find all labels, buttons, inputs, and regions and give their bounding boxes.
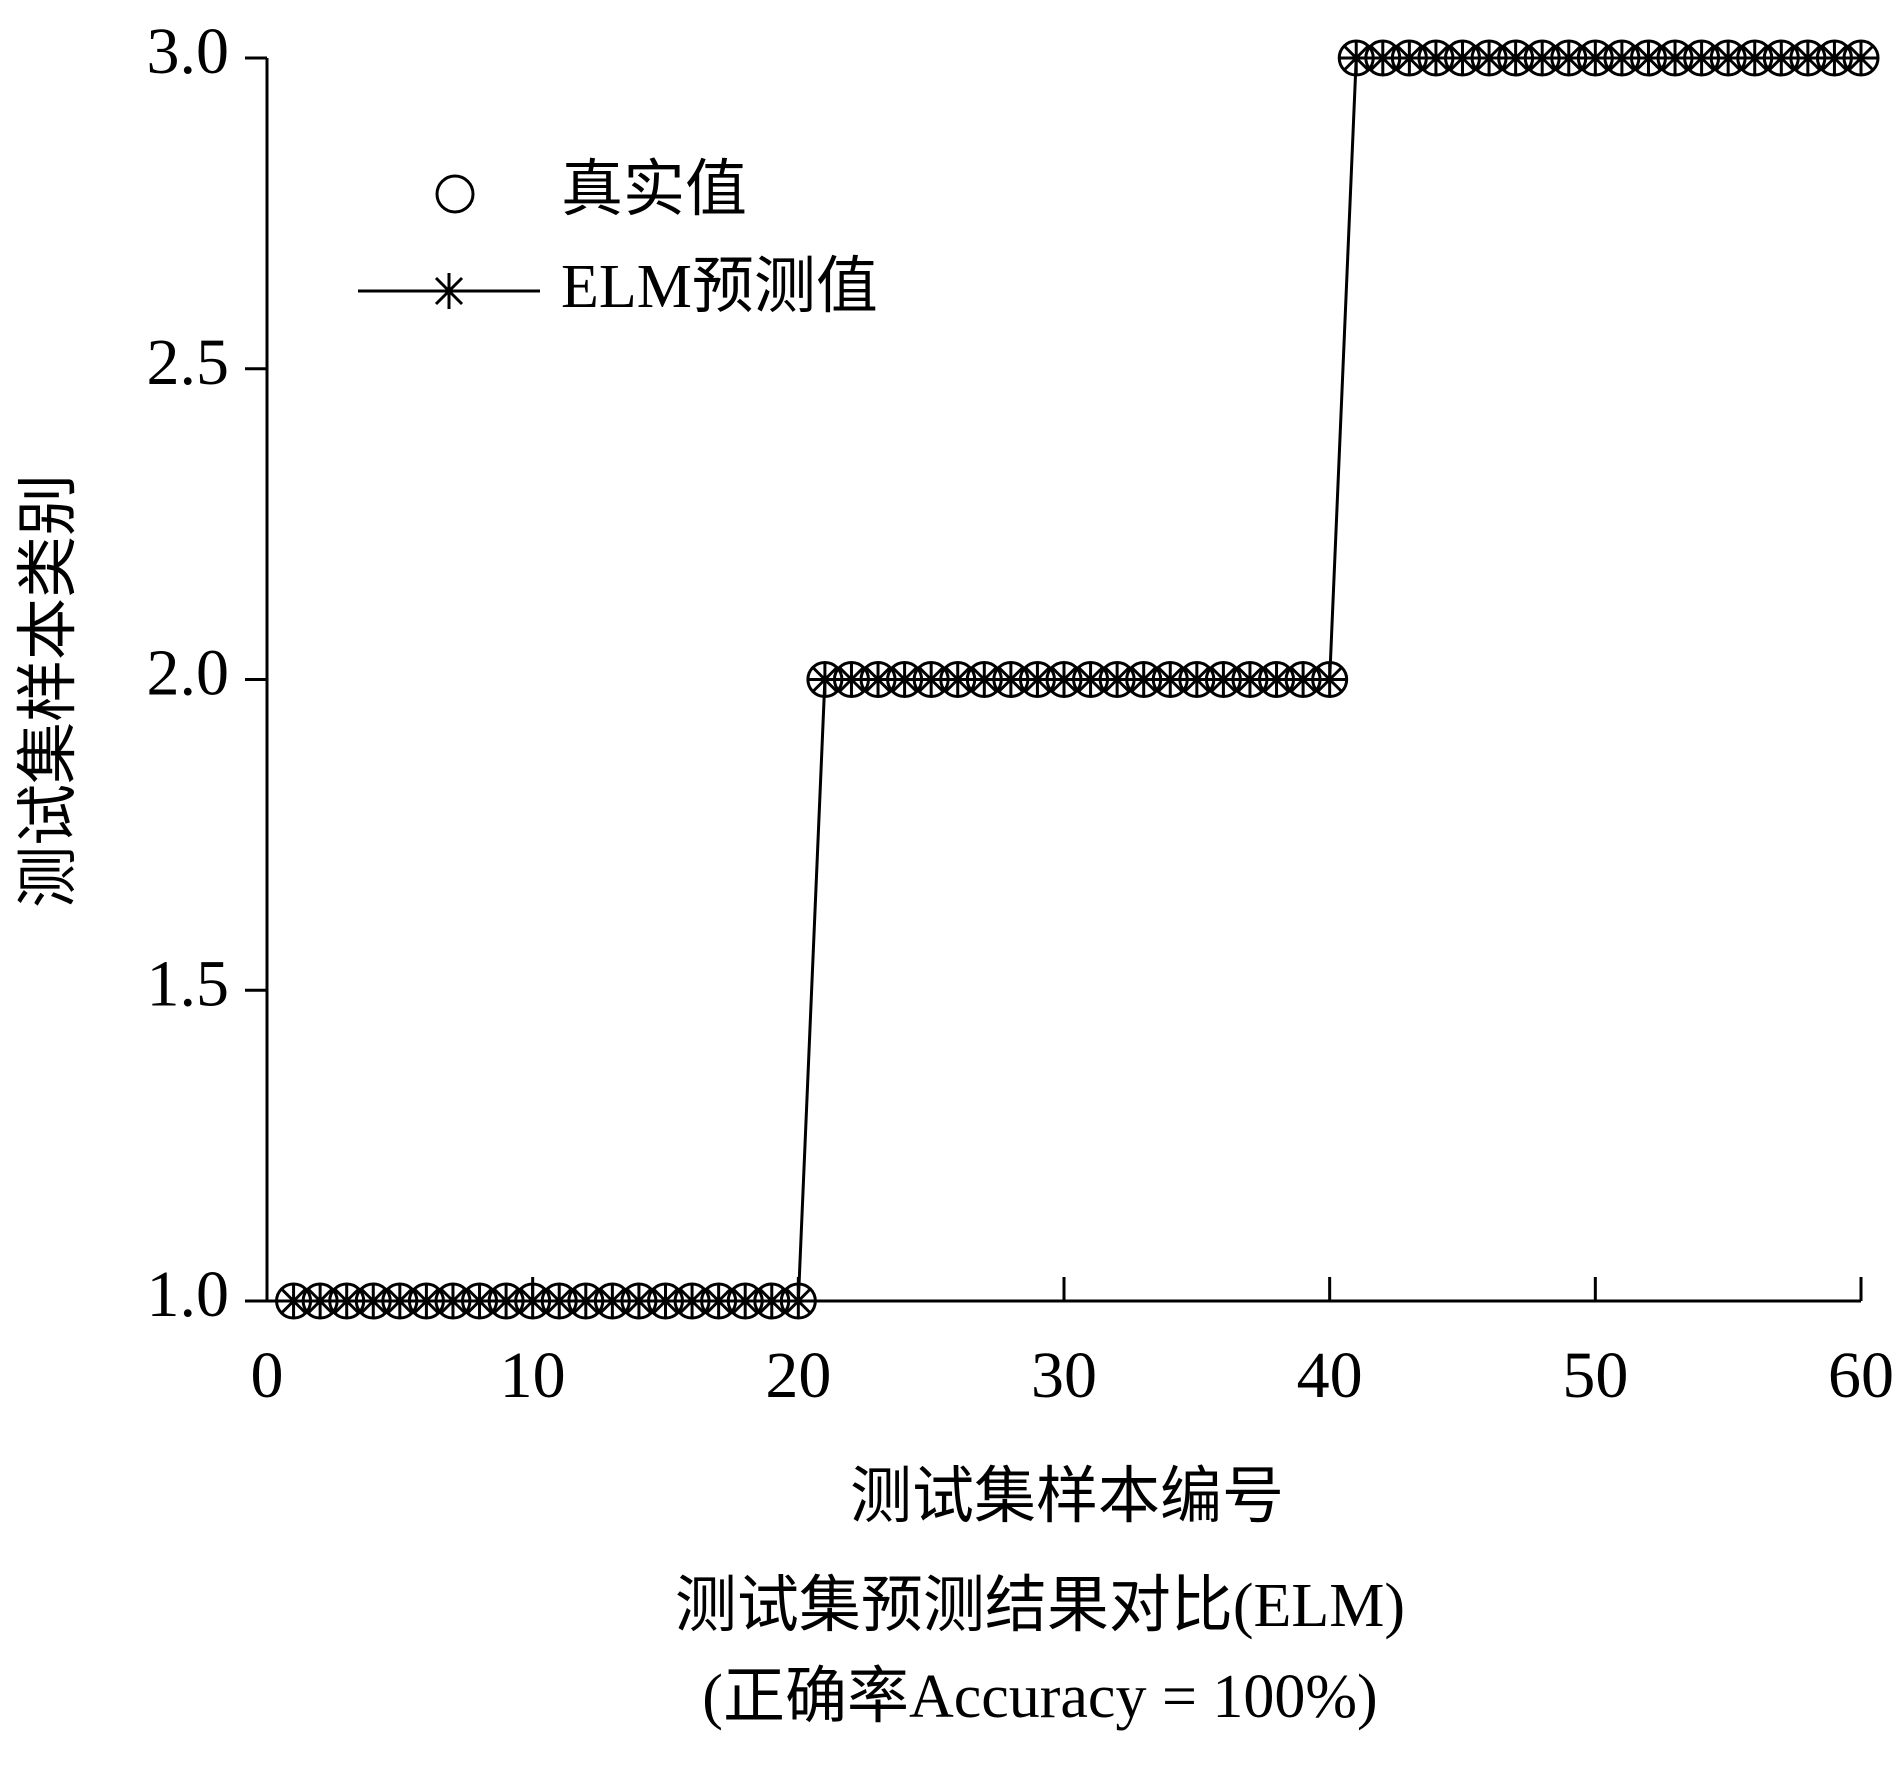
- x-tick-label: 0: [251, 1339, 284, 1412]
- data-point: [1604, 41, 1639, 75]
- data-point: [1073, 662, 1108, 697]
- data-point: [1365, 41, 1400, 75]
- data-point: [754, 1284, 789, 1318]
- data-point: [1126, 662, 1161, 697]
- data-point: [1206, 662, 1241, 697]
- y-tick-label: 2.0: [147, 637, 230, 710]
- data-point: [1153, 662, 1188, 697]
- data-point: [1445, 41, 1480, 75]
- data-point: [1817, 41, 1852, 75]
- data-point: [1631, 41, 1666, 75]
- legend-marker: [435, 174, 475, 214]
- x-axis-label: 测试集样本编号: [850, 1463, 1284, 1531]
- data-point: [675, 1284, 710, 1318]
- data-point: [621, 1284, 656, 1318]
- data-point: [1179, 662, 1214, 697]
- data-point: [1418, 41, 1453, 75]
- y-tick-label: 2.5: [147, 326, 230, 399]
- data-point: [1312, 662, 1347, 697]
- data-point: [1047, 662, 1081, 697]
- data-point: [1525, 41, 1560, 75]
- data-point: [914, 662, 949, 697]
- data-point: [1498, 41, 1533, 75]
- x-tick-label: 20: [765, 1339, 831, 1412]
- data-point: [435, 1284, 470, 1318]
- chart-subtitle: (正确率Accuracy = 100%): [702, 1663, 1377, 1731]
- data-point: [1764, 41, 1799, 75]
- data-point: [462, 1284, 497, 1318]
- data-point: [1392, 41, 1427, 75]
- data-point: [728, 1284, 763, 1318]
- data-point: [1790, 41, 1825, 75]
- legend-label: ELM预测值: [561, 253, 878, 321]
- y-tick-label: 1.0: [147, 1258, 230, 1331]
- x-tick-label: 10: [500, 1339, 566, 1412]
- x-tick-label: 40: [1297, 1339, 1363, 1412]
- data-point: [967, 662, 1002, 697]
- data-point: [1551, 41, 1586, 75]
- data-point: [1472, 41, 1507, 75]
- legend-label: 真实值: [561, 156, 747, 224]
- data-point: [861, 662, 896, 697]
- data-point: [834, 662, 869, 697]
- data-point: [595, 1284, 630, 1318]
- data-point: [1259, 662, 1294, 697]
- data-point: [1232, 662, 1267, 697]
- data-point: [1286, 662, 1321, 697]
- data-point: [515, 1284, 550, 1318]
- data-point: [887, 662, 922, 697]
- data-point: [1844, 41, 1878, 75]
- legend-marker: [431, 273, 467, 309]
- y-tick-label: 1.5: [147, 947, 230, 1020]
- data-point: [303, 1284, 338, 1318]
- data-point: [1339, 41, 1374, 75]
- data-point: [940, 662, 975, 697]
- y-axis-label: 测试集样本类别: [15, 474, 83, 908]
- data-point: [568, 1284, 603, 1318]
- data-point: [489, 1284, 524, 1318]
- data-point: [648, 1284, 683, 1318]
- data-point: [1020, 662, 1055, 697]
- data-point: [781, 1284, 816, 1318]
- data-point: [701, 1284, 736, 1318]
- data-point: [1100, 662, 1135, 697]
- x-tick-label: 50: [1562, 1339, 1628, 1412]
- data-point: [1578, 41, 1613, 75]
- data-point: [382, 1284, 417, 1318]
- data-point: [276, 1284, 311, 1318]
- data-point: [1658, 41, 1693, 75]
- data-point: [993, 662, 1028, 697]
- data-point: [329, 1284, 364, 1318]
- data-point: [1684, 41, 1719, 75]
- data-point: [1711, 41, 1746, 75]
- data-point: [542, 1284, 577, 1318]
- data-point: [807, 662, 842, 697]
- data-point: [409, 1284, 444, 1318]
- x-tick-label: 30: [1031, 1339, 1097, 1412]
- chart-title: 测试集预测结果对比(ELM): [675, 1572, 1405, 1640]
- y-tick-label: 3.0: [147, 15, 230, 88]
- data-point: [1737, 41, 1772, 75]
- x-tick-label: 60: [1828, 1339, 1894, 1412]
- data-point: [356, 1284, 391, 1318]
